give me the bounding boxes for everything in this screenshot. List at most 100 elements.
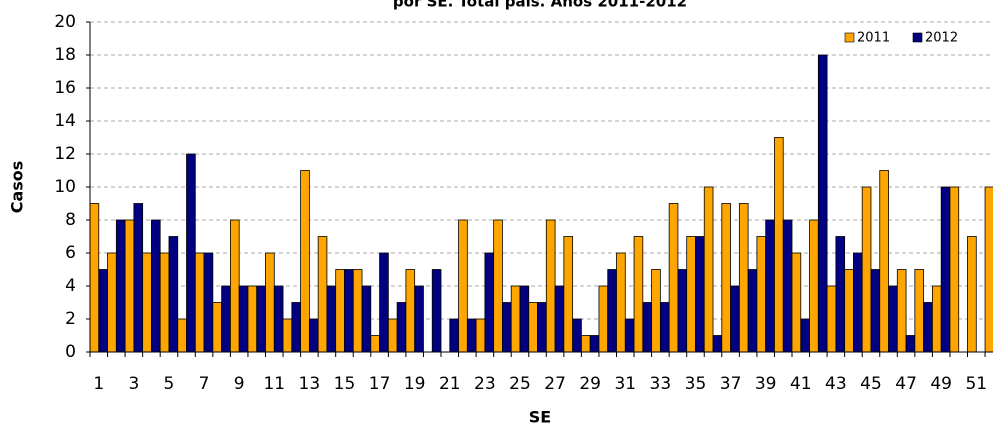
x-tick-label: 15 [334, 374, 356, 394]
bar [282, 318, 293, 353]
bar [598, 285, 609, 353]
bar [98, 269, 108, 353]
bar [835, 236, 846, 353]
x-tick-label: 41 [790, 374, 812, 394]
bar [703, 186, 714, 353]
bar [238, 285, 249, 353]
y-tick-label: 4 [65, 276, 76, 296]
x-tick-label: 27 [544, 374, 566, 394]
bar [677, 269, 688, 353]
bar [431, 269, 442, 353]
x-tick-label: 13 [299, 374, 321, 394]
x-tick-label: 1 [93, 374, 104, 394]
x-tick-label: 37 [720, 374, 742, 394]
y-tick-label: 6 [65, 243, 76, 263]
bar [984, 186, 993, 353]
y-tick-label: 18 [54, 45, 76, 65]
y-tick-label: 0 [65, 342, 76, 362]
y-tick-label: 8 [65, 210, 76, 230]
bar [844, 269, 854, 353]
x-tick-label: 21 [439, 374, 461, 394]
bar [519, 285, 530, 353]
bar [247, 285, 258, 353]
bar [194, 252, 205, 353]
bar [212, 302, 223, 353]
bar [563, 236, 574, 353]
bar [861, 186, 872, 353]
y-tick-label: 10 [54, 177, 76, 197]
bar [896, 269, 907, 353]
bar [107, 252, 117, 353]
bar [967, 236, 977, 353]
x-tick-label: 23 [474, 374, 496, 394]
bar [572, 318, 582, 353]
bar [326, 285, 337, 353]
bar [273, 285, 284, 353]
bar [352, 269, 363, 353]
y-axis-title: Casos [8, 161, 27, 214]
x-tick-label: 3 [128, 374, 139, 394]
bar [712, 335, 723, 353]
bar [502, 302, 512, 353]
bar [449, 318, 459, 353]
bar [344, 269, 354, 353]
bar [221, 285, 231, 353]
bar [396, 302, 407, 353]
x-tick-label: 39 [755, 374, 777, 394]
bar [545, 219, 556, 353]
bar [870, 269, 881, 353]
bar [616, 252, 626, 353]
bar [659, 302, 670, 353]
x-tick-label: 5 [164, 374, 175, 394]
bar [888, 285, 898, 353]
bar [932, 285, 942, 353]
bar [186, 153, 196, 353]
x-tick-label: 19 [404, 374, 426, 394]
bar [335, 269, 345, 353]
legend-label: 2012 [925, 31, 958, 46]
bar [686, 236, 696, 353]
bar [853, 252, 863, 353]
x-tick-label: 47 [895, 374, 917, 394]
bar [159, 252, 170, 353]
bar [124, 219, 135, 353]
bar [633, 236, 644, 353]
bar [229, 219, 240, 353]
bar [923, 302, 933, 353]
bar [308, 318, 319, 353]
bar [133, 203, 144, 353]
y-tick-label: 20 [54, 12, 76, 32]
bar [607, 269, 617, 353]
x-tick-label: 51 [965, 374, 987, 394]
bar [695, 236, 705, 353]
bar [826, 285, 837, 353]
x-tick-label: 43 [825, 374, 847, 394]
bar [115, 219, 126, 353]
bar [256, 285, 266, 353]
x-tick-label: 17 [369, 374, 391, 394]
x-tick-label: 29 [579, 374, 601, 394]
x-tick-label: 31 [614, 374, 636, 394]
y-tick-label: 16 [54, 78, 76, 98]
bar [151, 219, 161, 353]
x-tick-label: 45 [860, 374, 882, 394]
x-tick-label: 35 [685, 374, 707, 394]
bar [142, 252, 152, 353]
y-tick-label: 14 [54, 111, 76, 131]
bar [554, 285, 565, 353]
bar [177, 318, 187, 353]
bar [940, 186, 951, 353]
bar [721, 203, 731, 353]
bar [589, 335, 600, 353]
bar [317, 236, 328, 353]
bar [624, 318, 635, 353]
bar [756, 236, 767, 353]
bar [379, 252, 389, 353]
x-tick-label: 9 [234, 374, 245, 394]
bar [651, 269, 661, 353]
bar [642, 302, 653, 353]
x-axis-title: SE [529, 408, 551, 427]
bar [265, 252, 275, 353]
bar [581, 335, 591, 353]
x-tick-label: 7 [199, 374, 210, 394]
